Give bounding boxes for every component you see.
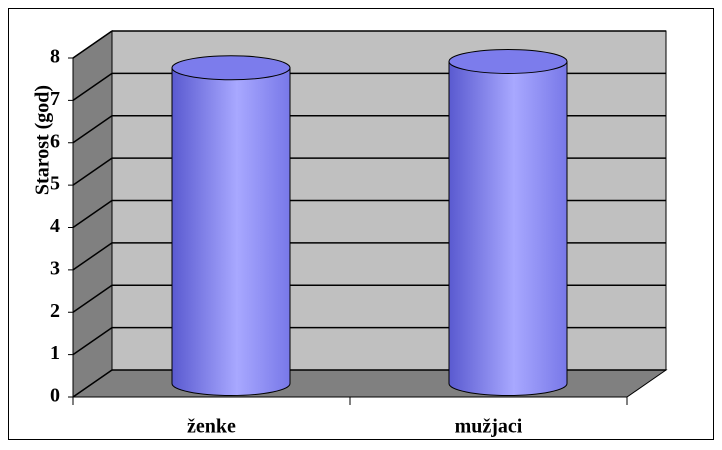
y-tick-label: 1 [50,342,60,364]
grid-line [72,30,113,59]
y-axis-label: Starost (god) [32,85,54,195]
bar-top [171,55,291,81]
grid-line [72,157,113,186]
grid-line [72,284,113,313]
x-tick-label: ženke [187,416,236,438]
grid-line [72,115,113,144]
floor [71,369,668,398]
grid-line [72,242,113,271]
plot-area: 0 1 2 3 4 5 6 7 8 ženke mužjaci [50,30,668,438]
bar [448,60,568,396]
bar-top [448,48,568,74]
y-tick-label: 4 [50,215,60,237]
x-tick-label: mužjaci [455,416,523,438]
y-tick-label: 0 [50,385,60,407]
bar [171,67,291,396]
y-tick-label: 2 [50,300,60,322]
y-tick-label: 8 [50,46,60,68]
grid-line [72,369,113,398]
y-tick-label: 5 [50,173,60,195]
grid-line [72,72,113,101]
y-tick-label: 3 [50,257,60,279]
y-tick-label: 7 [50,88,60,110]
grid-line [72,199,113,229]
y-tick-label: 6 [50,130,60,152]
grid-line [72,327,113,356]
